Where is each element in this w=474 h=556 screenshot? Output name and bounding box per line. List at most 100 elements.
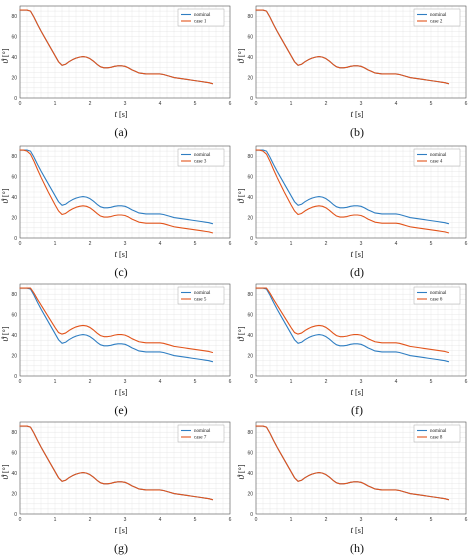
- x-tick-label: 1: [290, 101, 293, 107]
- x-tick-label: 3: [360, 379, 363, 385]
- x-tick-label: 3: [124, 517, 127, 523]
- legend-entry: case 7: [194, 436, 207, 441]
- y-tick-label: 60: [11, 174, 17, 180]
- x-tick-label: 3: [124, 379, 127, 385]
- x-tick-label: 6: [465, 379, 468, 385]
- y-axis-label: ϑ [°]: [0, 326, 10, 341]
- y-tick-label: 60: [11, 34, 17, 40]
- x-tick-label: 0: [19, 517, 22, 523]
- y-tick-label: 20: [247, 215, 253, 221]
- x-tick-label: 1: [54, 517, 57, 523]
- x-tick-label: 5: [430, 517, 433, 523]
- legend-box: [177, 424, 225, 443]
- y-tick-label: 0: [14, 374, 17, 380]
- series-line-nominal: [19, 287, 214, 363]
- x-tick-label: 6: [465, 517, 468, 523]
- panel-label: (d): [350, 265, 364, 279]
- plot-frame: [19, 421, 231, 515]
- x-tick-label: 5: [430, 379, 433, 385]
- series-line-nominal: [255, 149, 450, 225]
- y-tick-label: 80: [247, 14, 253, 20]
- plot-frame: [255, 145, 467, 239]
- legend-box: [413, 148, 461, 167]
- y-tick-label: 0: [250, 512, 253, 518]
- x-tick-label: 3: [124, 101, 127, 107]
- y-tick-label: 80: [11, 154, 17, 160]
- x-tick-label: 0: [255, 101, 258, 107]
- x-axis-label: t [s]: [351, 109, 364, 119]
- legend-entry: nominal: [194, 291, 211, 296]
- y-tick-label: 60: [11, 450, 17, 456]
- x-tick-label: 2: [325, 379, 328, 385]
- plot-frame: [255, 283, 467, 377]
- plot-frame: [19, 283, 231, 377]
- x-tick-label: 3: [360, 241, 363, 247]
- y-tick-label: 40: [11, 55, 17, 61]
- x-tick-label: 4: [395, 379, 398, 385]
- series-line-nominal: [255, 287, 450, 363]
- panel-label: (e): [114, 403, 127, 417]
- y-tick-label: 20: [11, 491, 17, 497]
- legend-box: [177, 8, 225, 27]
- legend-entry: case 2: [430, 20, 443, 25]
- y-tick-label: 80: [11, 14, 17, 20]
- legend-entry: nominal: [430, 13, 447, 18]
- x-axis-label: t [s]: [351, 387, 364, 397]
- y-tick-label: 80: [11, 430, 17, 436]
- y-tick-label: 60: [247, 312, 253, 318]
- x-tick-label: 0: [255, 241, 258, 247]
- x-tick-label: 3: [360, 101, 363, 107]
- x-tick-label: 4: [395, 101, 398, 107]
- y-tick-label: 60: [11, 312, 17, 318]
- x-tick-label: 4: [395, 517, 398, 523]
- x-tick-label: 1: [290, 379, 293, 385]
- y-tick-label: 80: [247, 430, 253, 436]
- x-tick-label: 6: [229, 517, 232, 523]
- series-line-case-7: [19, 425, 214, 501]
- x-tick-label: 0: [255, 517, 258, 523]
- y-tick-label: 20: [247, 353, 253, 359]
- x-tick-label: 5: [430, 101, 433, 107]
- x-tick-label: 2: [89, 517, 92, 523]
- x-tick-label: 6: [229, 379, 232, 385]
- y-tick-label: 20: [11, 215, 17, 221]
- x-tick-label: 1: [290, 241, 293, 247]
- y-tick-label: 0: [14, 96, 17, 102]
- series-line-case-1: [19, 9, 214, 85]
- x-tick-label: 1: [54, 101, 57, 107]
- legend-box: [413, 286, 461, 305]
- legend-entry: case 3: [194, 160, 207, 165]
- y-axis-label: ϑ [°]: [236, 48, 246, 63]
- y-tick-label: 40: [11, 333, 17, 339]
- y-axis-label: ϑ [°]: [236, 464, 246, 479]
- legend-entry: nominal: [194, 13, 211, 18]
- y-tick-label: 80: [11, 292, 17, 298]
- panel-label: (c): [114, 265, 127, 279]
- legend-entry: nominal: [430, 153, 447, 158]
- legend-entry: case 8: [430, 436, 443, 441]
- y-tick-label: 0: [250, 236, 253, 242]
- y-axis-label: ϑ [°]: [236, 188, 246, 203]
- x-tick-label: 2: [89, 379, 92, 385]
- y-tick-label: 0: [14, 236, 17, 242]
- series-line-case-2: [255, 9, 450, 85]
- series-line-case-3: [19, 149, 214, 234]
- y-tick-label: 40: [11, 471, 17, 477]
- y-tick-label: 60: [247, 34, 253, 40]
- x-tick-label: 5: [194, 241, 197, 247]
- x-tick-label: 3: [124, 241, 127, 247]
- plot-frame: [255, 421, 467, 515]
- x-tick-label: 4: [159, 241, 162, 247]
- series-line-case-5: [19, 287, 214, 354]
- panel-label: (h): [350, 541, 364, 555]
- y-tick-label: 20: [11, 353, 17, 359]
- plot-frame: [19, 145, 231, 239]
- y-tick-label: 40: [247, 471, 253, 477]
- x-tick-label: 2: [325, 101, 328, 107]
